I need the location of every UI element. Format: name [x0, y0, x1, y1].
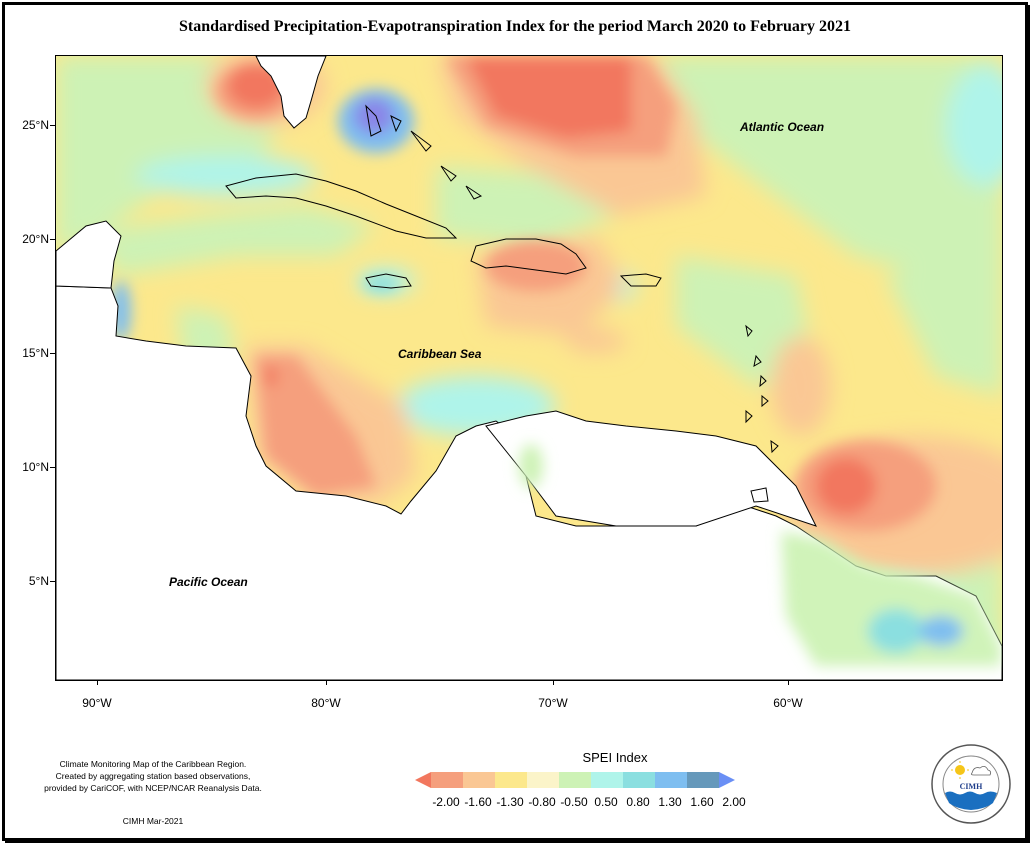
colorbar-segment	[463, 772, 495, 788]
sun-icon	[955, 765, 965, 775]
lat-label-5n: 5°N	[28, 574, 49, 588]
spei-map: Atlantic Ocean Caribbean Sea Pacific Oce…	[55, 55, 1003, 681]
lon-tick	[326, 680, 327, 685]
credit-line-2: Created by aggregating station based obs…	[55, 771, 251, 781]
legend-value: 1.30	[658, 795, 682, 809]
legend-value: 0.80	[626, 795, 650, 809]
colorbar-segment	[655, 772, 687, 788]
lon-label-90w: 90°W	[82, 696, 112, 710]
lon-tick	[97, 680, 98, 685]
waves-icon	[945, 791, 997, 810]
colorbar-segment	[623, 772, 655, 788]
map-title: Standardised Precipitation-Evapotranspir…	[179, 18, 851, 35]
colorbar-segment	[687, 772, 719, 788]
lat-tick	[50, 353, 55, 354]
legend-value: -1.60	[464, 795, 492, 809]
credit-line-3: provided by CariCOF, with NCEP/NCAR Rean…	[44, 783, 262, 793]
legend-value: -1.30	[496, 795, 524, 809]
island-outlines	[225, 104, 779, 503]
legend-value: -2.00	[432, 795, 460, 809]
legend-value: 0.50	[594, 795, 618, 809]
lon-label-80w: 80°W	[311, 696, 341, 710]
lat-label-15n: 15°N	[22, 346, 49, 360]
cloud-icon	[970, 766, 992, 776]
legend-value: -0.80	[528, 795, 556, 809]
colorbar-segment	[559, 772, 591, 788]
logo-text: CIMH	[960, 782, 983, 791]
lat-label-10n: 10°N	[22, 460, 49, 474]
colorbar-arrow-left	[415, 772, 431, 788]
lat-tick	[50, 581, 55, 582]
atlantic-ocean-label: Atlantic Ocean	[740, 120, 825, 134]
caribbean-sea-label: Caribbean Sea	[398, 347, 482, 361]
lat-label-20n: 20°N	[22, 232, 49, 246]
lon-tick	[788, 680, 789, 685]
colorbar-segment	[591, 772, 623, 788]
colorbar-segment	[431, 772, 463, 788]
spei-colorbar	[415, 772, 735, 788]
legend-value: 2.00	[722, 795, 746, 809]
legend-values: -2.00 -1.60 -1.30 -0.80 -0.50 0.50 0.80 1.30 1.6…	[424, 795, 784, 811]
lat-tick	[50, 467, 55, 468]
lat-label-25n: 25°N	[22, 118, 49, 132]
cimh-logo: CIMH	[931, 744, 1011, 824]
credit-line-1: Climate Monitoring Map of the Caribbean …	[59, 759, 247, 769]
legend-value: -0.50	[560, 795, 588, 809]
colorbar-segment	[495, 772, 527, 788]
colorbar-segment	[527, 772, 559, 788]
legend-value: 1.60	[690, 795, 714, 809]
lon-label-60w: 60°W	[773, 696, 803, 710]
credit-date: CIMH Mar-2021	[122, 816, 184, 826]
colorbar-arrow-right	[719, 772, 735, 788]
lon-label-70w: 70°W	[538, 696, 568, 710]
pacific-ocean-label: Pacific Ocean	[169, 575, 248, 589]
lat-tick	[50, 239, 55, 240]
lat-tick	[50, 125, 55, 126]
legend-title: SPEI Index	[582, 750, 648, 765]
spei-field	[56, 56, 1002, 680]
lon-tick	[553, 680, 554, 685]
